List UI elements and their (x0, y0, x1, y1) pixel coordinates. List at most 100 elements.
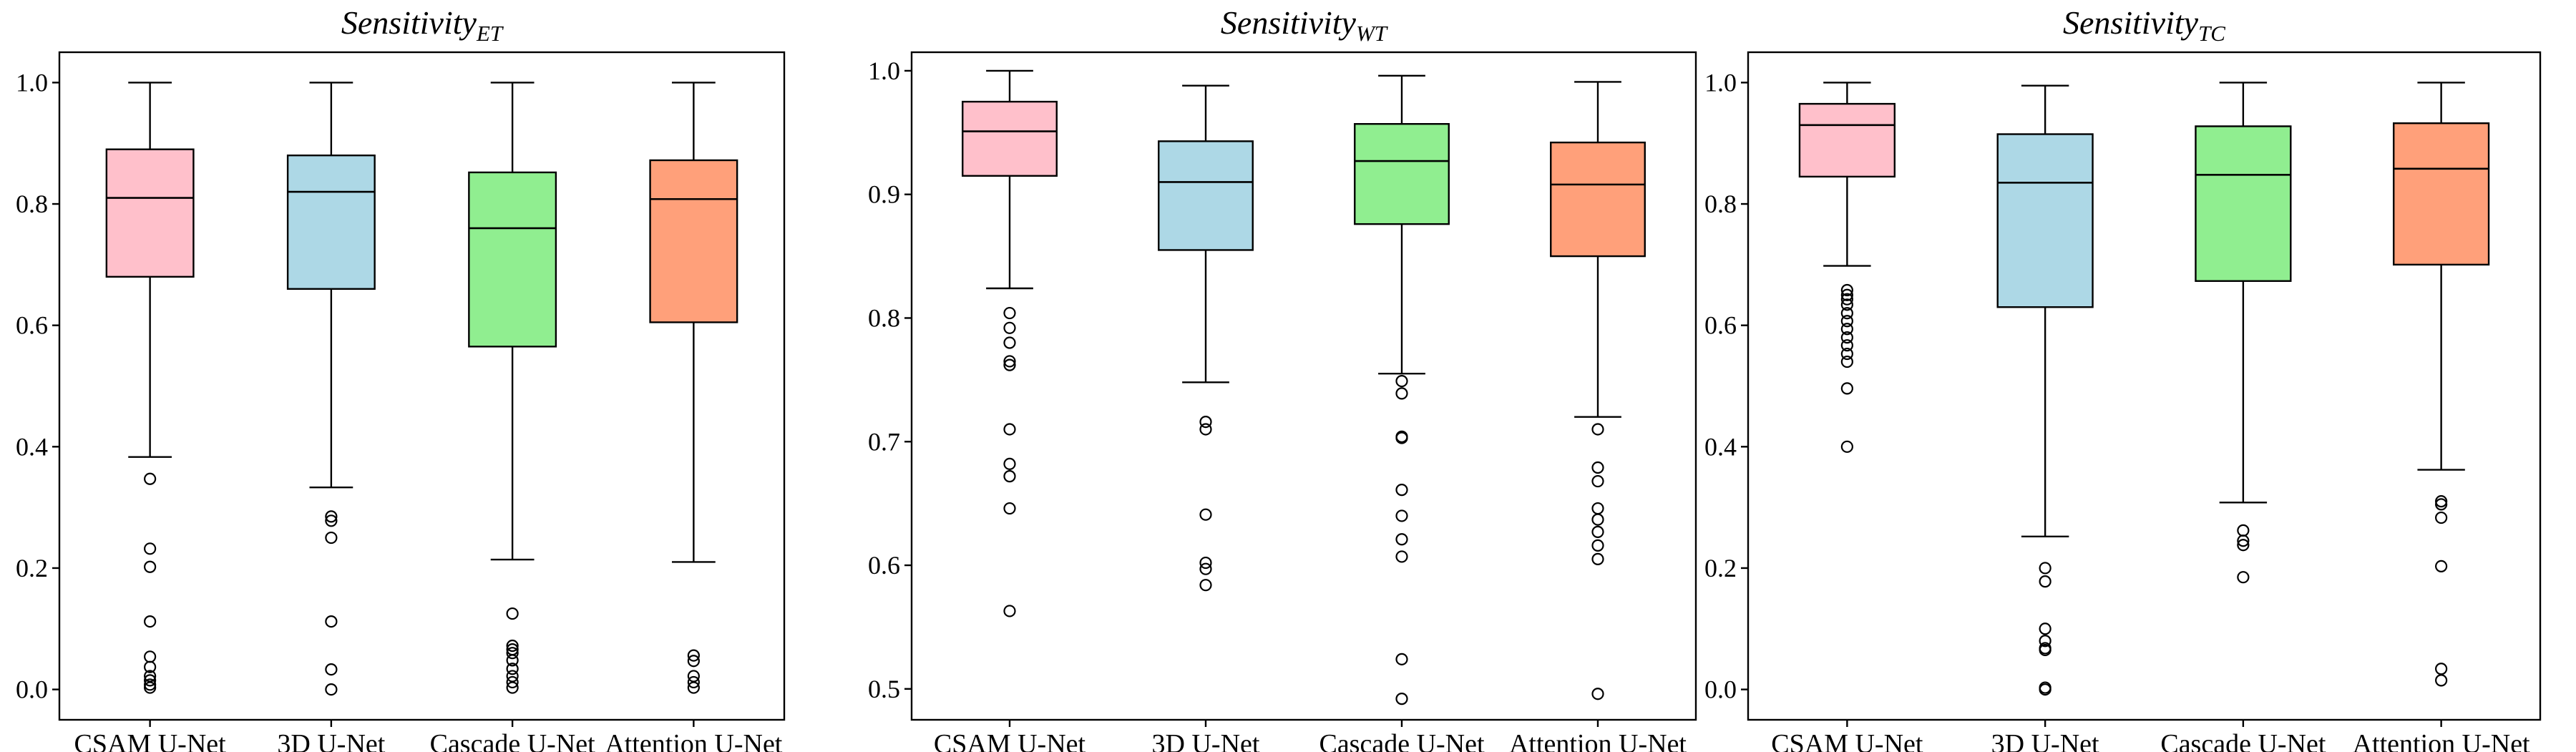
y-tick-label: 0.7 (868, 427, 900, 456)
box-csam-u-net (962, 69, 1058, 617)
box-iqr (1158, 140, 1254, 251)
y-tick-label: 1.0 (1704, 68, 1737, 97)
outlier-point (1003, 306, 1016, 320)
y-tick-label: 1.0 (868, 57, 900, 85)
outlier-point (1199, 423, 1212, 436)
outlier-point (1840, 293, 1853, 306)
outlier-point (687, 675, 700, 689)
outlier-point (1840, 339, 1853, 352)
outlier-point (1199, 556, 1212, 570)
outlier-point (1003, 470, 1016, 483)
outlier-point (687, 681, 700, 694)
box-iqr (1996, 133, 2094, 308)
outlier-point (1395, 653, 1408, 665)
y-tick-label: 0.5 (868, 675, 900, 703)
outlier-point (1003, 336, 1016, 349)
box-iqr (468, 171, 557, 348)
outlier-point (1591, 552, 1604, 565)
outlier-point (1003, 423, 1016, 436)
panel-title-main: Sensitivity (2063, 4, 2199, 41)
box-iqr (1798, 102, 1896, 178)
y-tick-label: 0.4 (16, 432, 48, 461)
outlier-point (1395, 533, 1408, 546)
outlier-point (325, 615, 338, 628)
box-3d-u-net (1158, 84, 1254, 592)
outlier-point (1840, 355, 1853, 368)
y-tick-label: 0.8 (1704, 190, 1737, 218)
outlier-point (144, 660, 157, 673)
outlier-point (1591, 461, 1604, 474)
y-tick-label: 0.6 (1704, 311, 1737, 340)
outlier-point (1591, 502, 1604, 515)
outlier-point (1395, 509, 1408, 522)
outlier-point (2039, 643, 2051, 657)
outlier-point (144, 681, 157, 694)
outlier-point (1003, 605, 1016, 617)
outlier-point (506, 675, 519, 689)
outlier-point (1395, 374, 1408, 388)
box-cascade-u-net (2195, 82, 2292, 584)
outlier-point (1199, 416, 1212, 429)
x-tick-label: 3D U-Net (1991, 729, 2099, 752)
outlier-point (1591, 474, 1604, 488)
outlier-point (325, 663, 338, 676)
outlier-point (1840, 315, 1853, 328)
outlier-point (2435, 560, 2448, 573)
x-tick-label: Cascade U-Net (430, 729, 596, 752)
outlier-point (1591, 423, 1604, 436)
outlier-point (2435, 495, 2448, 508)
outlier-point (1840, 331, 1853, 344)
axes-frame (1747, 51, 2542, 721)
y-tick-label: 0.2 (1704, 554, 1737, 582)
box-3d-u-net (1996, 84, 2094, 696)
panel-title-subscript: TC (2198, 21, 2225, 46)
outlier-point (687, 655, 700, 668)
outlier-point (2435, 663, 2448, 675)
box-iqr (2393, 122, 2490, 266)
outlier-point (1395, 484, 1408, 497)
outlier-point (1199, 508, 1212, 521)
outlier-point (1395, 550, 1408, 563)
box-cascade-u-net (1354, 74, 1450, 705)
outlier-point (2039, 575, 2051, 588)
outlier-point (1840, 323, 1853, 336)
outlier-point (144, 560, 157, 573)
x-tick-label: 3D U-Net (1152, 729, 1260, 752)
panel-3: SensitivityTC 0.0 0.2 0.4 0.6 0.8 1.0 CSAM U-Ne… (1704, 4, 2542, 752)
y-tick-label: 0.8 (16, 190, 48, 218)
y-tick-label: 0.4 (1704, 432, 1737, 461)
outlier-point (1840, 307, 1853, 320)
outlier-point (1840, 288, 1853, 301)
outlier-point (1395, 431, 1408, 444)
box-iqr (1550, 141, 1646, 258)
outlier-point (2435, 511, 2448, 524)
outlier-point (2435, 674, 2448, 687)
box-attention-u-net (1550, 81, 1646, 700)
y-tick-label: 1.0 (16, 68, 48, 97)
outlier-point (325, 510, 338, 523)
panel-title-subscript: ET (476, 21, 504, 46)
outlier-point (506, 670, 519, 683)
y-tick-label: 0.6 (16, 311, 48, 340)
outlier-point (1003, 321, 1016, 334)
outlier-point (1840, 283, 1853, 297)
y-tick-label: 0.2 (16, 554, 48, 582)
x-tick-label: CSAM U-Net (934, 729, 1086, 752)
outlier-point (2237, 524, 2250, 537)
outlier-point (1003, 457, 1016, 470)
box-cascade-u-net (468, 82, 557, 694)
box-iqr (2195, 125, 2292, 282)
outlier-point (144, 670, 157, 683)
outlier-point (2039, 635, 2051, 648)
axes-frame (58, 51, 786, 721)
box-csam-u-net (105, 82, 195, 694)
outlier-point (506, 647, 519, 660)
outlier-point (1395, 693, 1408, 705)
panel-title-main: Sensitivity (341, 4, 477, 41)
outlier-point (506, 663, 519, 675)
outlier-point (144, 674, 157, 687)
outlier-point (1591, 513, 1604, 526)
x-tick-label: Attention U-Net (2353, 729, 2530, 752)
outlier-point (144, 615, 157, 628)
outlier-point (2237, 571, 2250, 584)
